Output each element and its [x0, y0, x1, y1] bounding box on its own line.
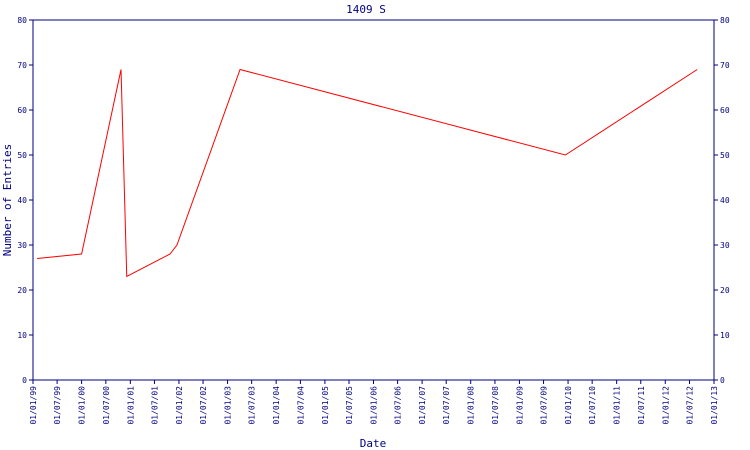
- x-tick-label: 01/07/07: [442, 386, 451, 425]
- y2-tick-label: 40: [720, 196, 730, 205]
- x-tick-label: 01/01/08: [467, 386, 476, 425]
- y-tick-label: 0: [22, 376, 27, 385]
- x-tick-label: 01/07/09: [540, 386, 549, 425]
- x-tick-label: 01/07/03: [248, 386, 257, 425]
- y2-tick-label: 80: [720, 16, 730, 25]
- x-tick-label: 01/07/05: [345, 386, 354, 425]
- x-tick-label: 01/01/02: [175, 386, 184, 425]
- x-tick-label: 01/07/10: [588, 386, 597, 425]
- y-tick-label: 40: [17, 196, 27, 205]
- x-axis-label: Date: [360, 437, 387, 450]
- x-tick-label: 01/07/04: [296, 386, 305, 425]
- y2-tick-label: 20: [720, 286, 730, 295]
- chart-title: 1409 S: [346, 3, 386, 16]
- y-tick-label: 10: [17, 331, 27, 340]
- x-tick-label: 01/01/01: [126, 386, 135, 425]
- x-tick-label: 01/01/05: [321, 386, 330, 425]
- x-tick-label: 01/07/12: [685, 386, 694, 425]
- y-tick-label: 80: [17, 16, 27, 25]
- x-tick-label: 01/01/06: [370, 386, 379, 425]
- y2-tick-label: 30: [720, 241, 730, 250]
- x-tick-label: 01/07/01: [150, 386, 159, 425]
- x-tick-label: 01/07/08: [491, 386, 500, 425]
- y-tick-label: 60: [17, 106, 27, 115]
- y2-tick-label: 0: [720, 376, 725, 385]
- x-tick-label: 01/01/11: [613, 386, 622, 425]
- x-tick-label: 01/07/11: [637, 386, 646, 425]
- x-tick-label: 01/01/00: [78, 386, 87, 425]
- x-tick-label: 01/01/07: [418, 386, 427, 425]
- x-tick-label: 01/01/12: [661, 386, 670, 425]
- y-axis-label: Number of Entries: [1, 144, 14, 257]
- data-line: [37, 68, 698, 278]
- y-tick-label: 70: [17, 61, 27, 70]
- x-tick-label: 01/07/06: [394, 386, 403, 425]
- x-tick-label: 01/01/99: [29, 386, 38, 425]
- y2-tick-label: 70: [720, 61, 730, 70]
- x-tick-label: 01/01/03: [224, 386, 233, 425]
- plot-frame: [32, 19, 715, 381]
- x-tick-label: 01/01/09: [515, 386, 524, 425]
- y2-tick-label: 10: [720, 331, 730, 340]
- x-tick-label: 01/01/04: [272, 386, 281, 425]
- x-tick-label: 01/01/13: [710, 386, 719, 425]
- y-tick-label: 50: [17, 151, 27, 160]
- x-tick-label: 01/07/02: [199, 386, 208, 425]
- x-tick-label: 01/01/10: [564, 386, 573, 425]
- y-tick-label: 30: [17, 241, 27, 250]
- y2-tick-label: 50: [720, 151, 730, 160]
- x-tick-label: 01/07/00: [102, 386, 111, 425]
- y2-tick-label: 60: [720, 106, 730, 115]
- y-tick-label: 20: [17, 286, 27, 295]
- x-tick-label: 01/07/99: [53, 386, 62, 425]
